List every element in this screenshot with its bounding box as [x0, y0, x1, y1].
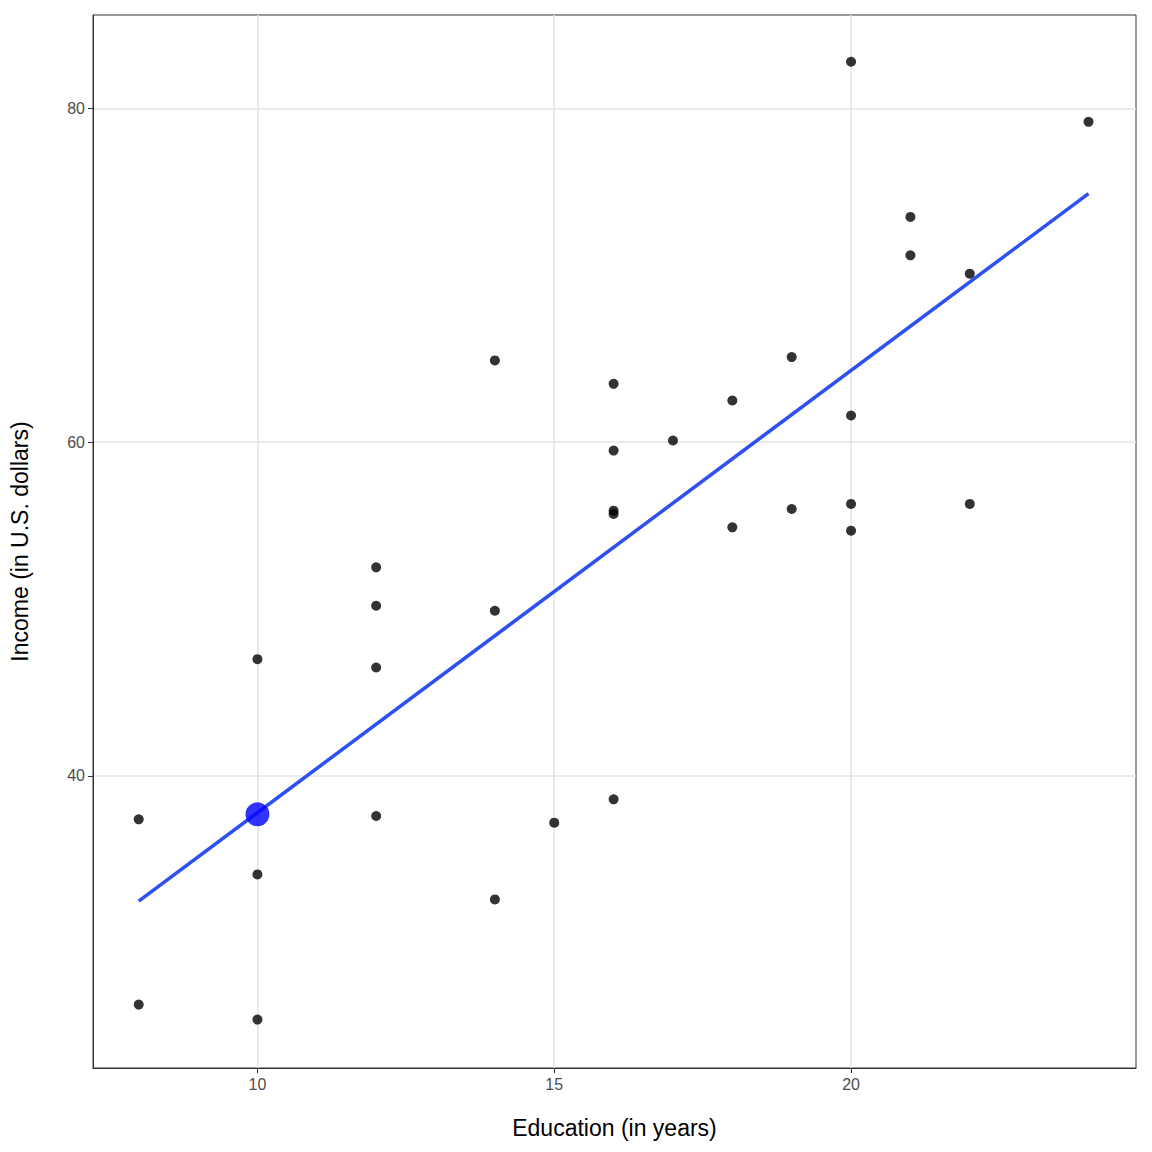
- svg-text:80: 80: [67, 100, 85, 117]
- svg-text:15: 15: [545, 1076, 563, 1093]
- svg-text:40: 40: [67, 767, 85, 784]
- svg-text:Education (in years): Education (in years): [512, 1115, 717, 1141]
- svg-text:10: 10: [249, 1076, 267, 1093]
- svg-text:20: 20: [842, 1076, 860, 1093]
- svg-text:Income (in U.S. dollars): Income (in U.S. dollars): [7, 421, 33, 661]
- svg-text:60: 60: [67, 434, 85, 451]
